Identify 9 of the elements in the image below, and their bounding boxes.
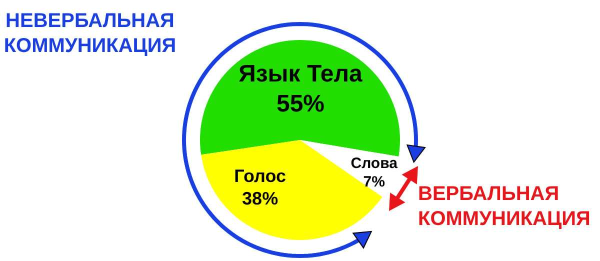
text: ВЕРБАЛЬНАЯ КОММУНИКАЦИЯ xyxy=(418,183,590,230)
data-label: 55% xyxy=(276,90,325,118)
data-label: 38% xyxy=(242,188,278,209)
slice-label: Голос xyxy=(234,166,286,186)
pie-slice xyxy=(200,40,400,157)
slice-label: Слова xyxy=(350,154,398,172)
data-label: 7% xyxy=(363,174,385,191)
text: НЕВЕРБАЛЬНАЯ КОММУНИКАЦИЯ xyxy=(4,10,176,57)
slice-label: Язык Тела xyxy=(238,60,364,88)
